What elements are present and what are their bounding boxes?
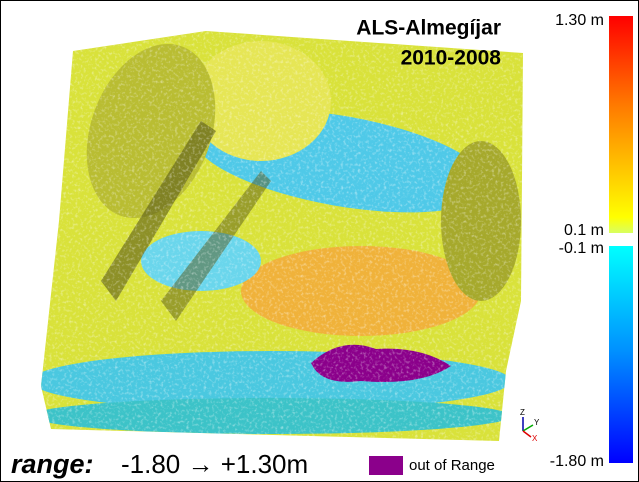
range-label: range: xyxy=(11,449,94,479)
out-of-range-label: out of Range xyxy=(409,457,495,474)
range-value: -1.80 → +1.30m xyxy=(121,449,308,479)
colorbar-label: 1.30 m xyxy=(555,12,604,29)
colorbar xyxy=(609,16,633,463)
title-line: 2010-2008 xyxy=(401,47,502,70)
terrain xyxy=(31,21,531,451)
axis-label: X xyxy=(532,434,538,443)
out-of-range-swatch xyxy=(369,456,403,475)
axes-triad: Z Y X xyxy=(520,408,540,443)
viewer: ALS-Almegíjar 2010-2008 1.30 m 0.1 m -0.… xyxy=(0,0,639,482)
title-line: ALS-Almegíjar xyxy=(356,17,501,40)
scene: ALS-Almegíjar 2010-2008 1.30 m 0.1 m -0.… xyxy=(1,1,638,481)
colorbar-label: -1.80 m xyxy=(550,453,604,470)
axis-label: Y xyxy=(534,418,540,427)
colorbar-label: 0.1 m xyxy=(564,222,604,239)
axis-label: Z xyxy=(520,408,525,417)
colorbar-label: -0.1 m xyxy=(559,240,604,257)
